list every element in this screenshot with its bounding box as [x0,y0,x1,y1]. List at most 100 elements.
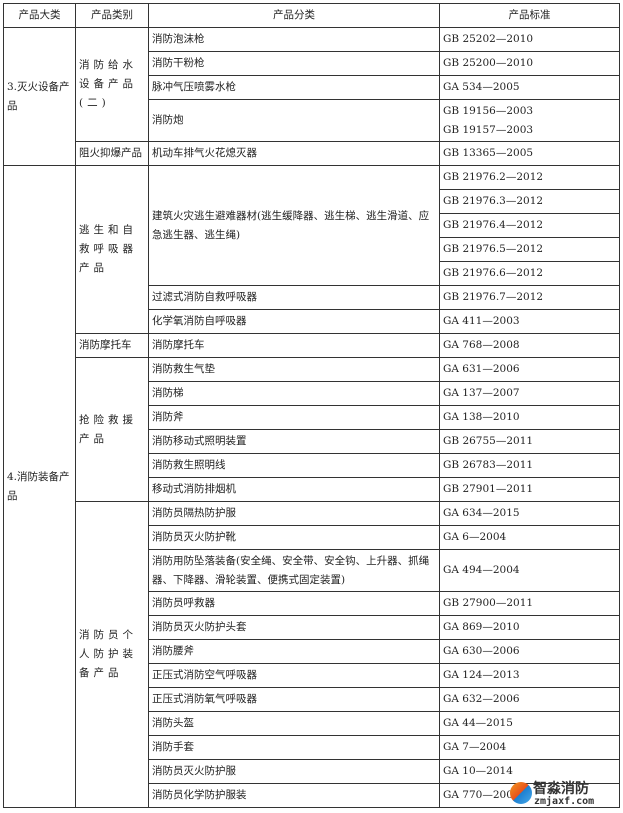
table-row: 消防用防坠落装备(安全绳、安全带、安全钩、上升器、抓绳器、下降器、滑轮装置、便携… [4,549,620,592]
product-name-cell: 建筑火灾逃生避难器材(逃生缓降器、逃生梯、逃生滑道、应急逃生器、逃生绳) [148,165,440,286]
product-name-cell: 消防泡沫枪 [148,27,440,52]
table-row: 消防摩托车 消防摩托车 GA 768—2008 [4,333,620,358]
product-standard-cell: GA 768—2008 [439,333,620,358]
product-name-cell: 消防员呼救器 [148,591,440,616]
product-name-cell: 消防斧 [148,405,440,430]
product-standard-cell: GA 6—2004 [439,525,620,550]
product-name-cell: 消防头盔 [148,711,440,736]
table-row: 消防员灭火防护头套 GA 869—2010 [4,615,620,640]
product-standard-cell: GA 137—2007 [439,381,620,406]
table-row: 消防移动式照明装置 GB 26755—2011 [4,429,620,454]
product-standard-cell: GB 27901—2011 [439,477,620,502]
product-name-cell: 消防手套 [148,735,440,760]
product-standard-cell: GB 21976.2—2012 [439,165,620,190]
header-major: 产品大类 [3,3,76,28]
watermark-logo: 智淼消防 zmjaxf.com [510,778,620,810]
product-standard-cell: GA 632—2006 [439,687,620,712]
product-standard-cell: GB 21976.7—2012 [439,285,620,310]
table-row: 脉冲气压喷雾水枪 GA 534—2005 [4,75,620,100]
product-name-cell: 消防摩托车 [148,333,440,358]
product-name-cell: 消防炮 [148,99,440,142]
product-name-cell: 移动式消防排烟机 [148,477,440,502]
product-name-cell: 消防救生气垫 [148,357,440,382]
table-row: 消防员个人防护装备产品 消防员隔热防护服 GA 634—2015 [4,501,620,808]
product-name-cell: 消防救生照明线 [148,453,440,478]
product-category-cell: 消防摩托车 [75,333,149,358]
product-name-cell: 正压式消防氧气呼吸器 [148,687,440,712]
product-standard-cell: GB 21976.4—2012 [439,213,620,238]
header-category: 产品类别 [75,3,149,28]
product-name-cell: 消防员隔热防护服 [148,501,440,526]
product-standard-cell: GA 411—2003 [439,309,620,334]
logo-icon [510,782,532,804]
table-row: 消防炮 GB 19156—2003 GB 19157—2003 [4,99,620,142]
product-standard-cell: GA 631—2006 [439,357,620,382]
table-row: 消防员呼救器 GB 27900—2011 [4,591,620,616]
product-standard-cell: GA 634—2015 [439,501,620,526]
product-name-cell: 脉冲气压喷雾水枪 [148,75,440,100]
product-standard-cell: GA 869—2010 [439,615,620,640]
product-name-cell: 化学氧消防自呼吸器 [148,309,440,334]
header-product: 产品分类 [148,3,440,28]
product-name-cell: 过滤式消防自救呼吸器 [148,285,440,310]
product-standard-cell: GB 21976.3—2012 [439,189,620,214]
fire-product-standards-table: 产品大类 产品类别 产品分类 产品标准 3.灭火设备产品 消防给水设备产品(二) 消… [3,3,620,808]
table-row: 消防头盔 GA 44—2015 [4,711,620,736]
table-row: 4.消防装备产品 逃生和自救呼吸器产品 建筑火灾逃生避难器材(逃生缓降器、逃生梯、逃… [3,165,620,808]
product-standard-cell: GB 13365—2005 [439,141,620,166]
table-row: 消防腰斧 GA 630—2006 [4,639,620,664]
watermark-name: 智淼消防 [533,781,589,797]
product-standard-cell: GA 534—2005 [439,75,620,100]
product-standard-cell: GB 25202—2010 [439,27,620,52]
product-standard-cell: GB 26755—2011 [439,429,620,454]
table-row: 消防员化学防护服装 GA 770—2008 [4,783,620,808]
product-standard-cell: GA 44—2015 [439,711,620,736]
header-row: 产品大类 产品类别 产品分类 产品标准 [3,3,620,28]
product-name-cell: 消防员灭火防护服 [148,759,440,784]
table-row: 化学氧消防自呼吸器 GA 411—2003 [4,309,620,334]
table-row: 消防救生照明线 GB 26783—2011 [4,453,620,478]
table-row: 过滤式消防自救呼吸器 GB 21976.7—2012 [4,285,620,310]
product-name-cell: 消防干粉枪 [148,51,440,76]
table-row: 消防手套 GA 7—2004 [4,735,620,760]
table-row: 3.灭火设备产品 消防给水设备产品(二) 消防泡沫枪 GB 25202—2010 [3,27,620,166]
product-standard-cell: GB 26783—2011 [439,453,620,478]
table-row: GB 21976.4—2012 [4,213,620,238]
table-row: 消防斧 GA 138—2010 [4,405,620,430]
major-category-cell: 3.灭火设备产品 [3,27,76,166]
product-name-cell: 消防员灭火防护头套 [148,615,440,640]
product-standard-cell: GB 21976.5—2012 [439,237,620,262]
product-standard-cell: GB 19156—2003 GB 19157—2003 [439,99,620,142]
product-name-cell: 正压式消防空气呼吸器 [148,663,440,688]
table-row: 消防干粉枪 GB 25200—2010 [4,51,620,76]
table-row: 阻火抑爆产品 机动车排气火花熄灭器 GB 13365—2005 [4,141,620,166]
product-standard-cell: GA 10—2014 [439,759,620,784]
product-name-cell: 消防腰斧 [148,639,440,664]
product-standard-cell: GA 138—2010 [439,405,620,430]
product-standard-cell: GB 27900—2011 [439,591,620,616]
product-name-cell: 消防梯 [148,381,440,406]
product-category-cell: 阻火抑爆产品 [75,141,149,166]
product-name-cell: 消防用防坠落装备(安全绳、安全带、安全钩、上升器、抓绳器、下降器、滑轮装置、便携… [148,549,440,592]
product-standard-cell: GA 494—2004 [439,549,620,592]
header-standard: 产品标准 [439,3,620,28]
product-standard-cell: GA 7—2004 [439,735,620,760]
product-category-cell: 消防员个人防护装备产品 [75,501,149,808]
table-row: 正压式消防空气呼吸器 GA 124—2013 [4,663,620,688]
product-category-cell: 逃生和自救呼吸器产品 [75,165,149,334]
watermark-url: zmjaxf.com [534,796,595,807]
product-standard-cell: GB 25200—2010 [439,51,620,76]
product-standard-cell: GA 630—2006 [439,639,620,664]
table-row: 移动式消防排烟机 GB 27901—2011 [4,477,620,502]
product-category-cell: 消防给水设备产品(二) [75,27,149,142]
product-category-cell: 抢险救援产品 [75,357,149,502]
product-standard-cell: GB 21976.6—2012 [439,261,620,286]
product-name-cell: 消防移动式照明装置 [148,429,440,454]
product-name-cell: 消防员化学防护服装 [148,783,440,808]
product-name-cell: 消防员灭火防护靴 [148,525,440,550]
table-row: 正压式消防氧气呼吸器 GA 632—2006 [4,687,620,712]
table-row: 抢险救援产品 消防救生气垫 GA 631—2006 [4,357,620,502]
product-standard-cell: GA 124—2013 [439,663,620,688]
major-category-cell: 4.消防装备产品 [3,165,76,808]
product-name-cell: 机动车排气火花熄灭器 [148,141,440,166]
